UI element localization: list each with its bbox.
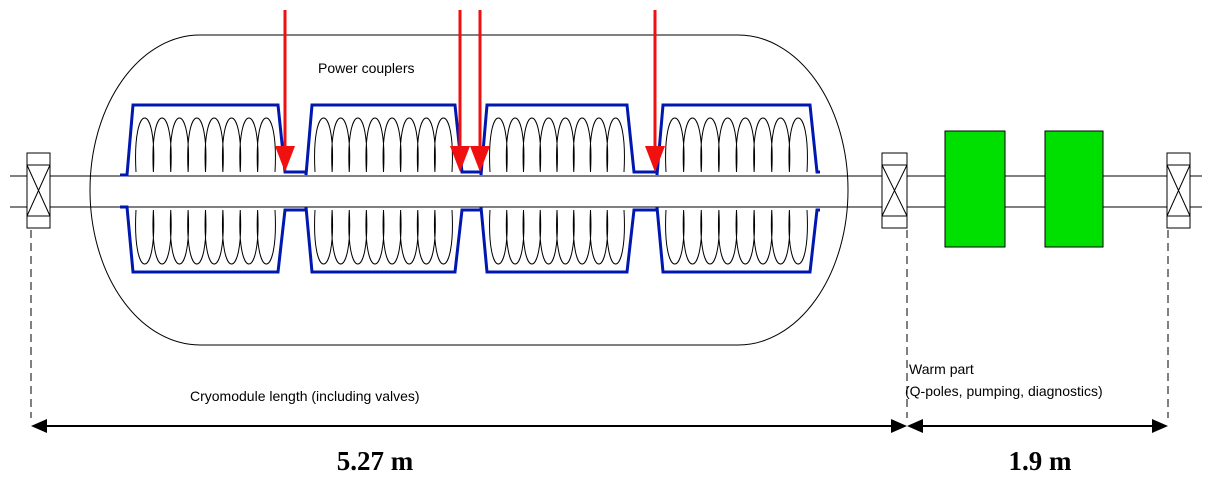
coupler-arrowhead (450, 146, 470, 172)
cavity-cells (135, 117, 276, 265)
warm-length: 1.9 m (1009, 446, 1073, 476)
valve-cross (27, 164, 50, 217)
warm-title: Warm part (909, 361, 974, 377)
valve-cross (881, 164, 908, 217)
valve-cross (26, 164, 51, 217)
valve-cross (882, 164, 907, 217)
couplers-label: Power couplers (318, 60, 415, 76)
warm-detail: (Q-poles, pumping, diagnostics) (905, 383, 1103, 399)
cavity-outline (120, 205, 820, 274)
green-magnet (1044, 130, 1104, 248)
coupler-arrowhead (275, 146, 295, 172)
green-magnet (944, 130, 1006, 248)
cryomodule-label: Cryomodule length (including valves) (190, 388, 420, 404)
cavity-cells (489, 117, 625, 265)
cryostat (89, 34, 849, 346)
cavity-cells (314, 117, 453, 265)
coupler-arrowhead (470, 146, 490, 172)
valve-cross (1166, 164, 1191, 217)
cavity-outline (120, 103, 820, 177)
cavity-cells (665, 117, 808, 265)
shapes (10, 10, 1202, 433)
valve-cross (1167, 164, 1190, 217)
cryomodule-length: 5.27 m (337, 446, 414, 476)
coupler-arrowhead (645, 146, 665, 172)
